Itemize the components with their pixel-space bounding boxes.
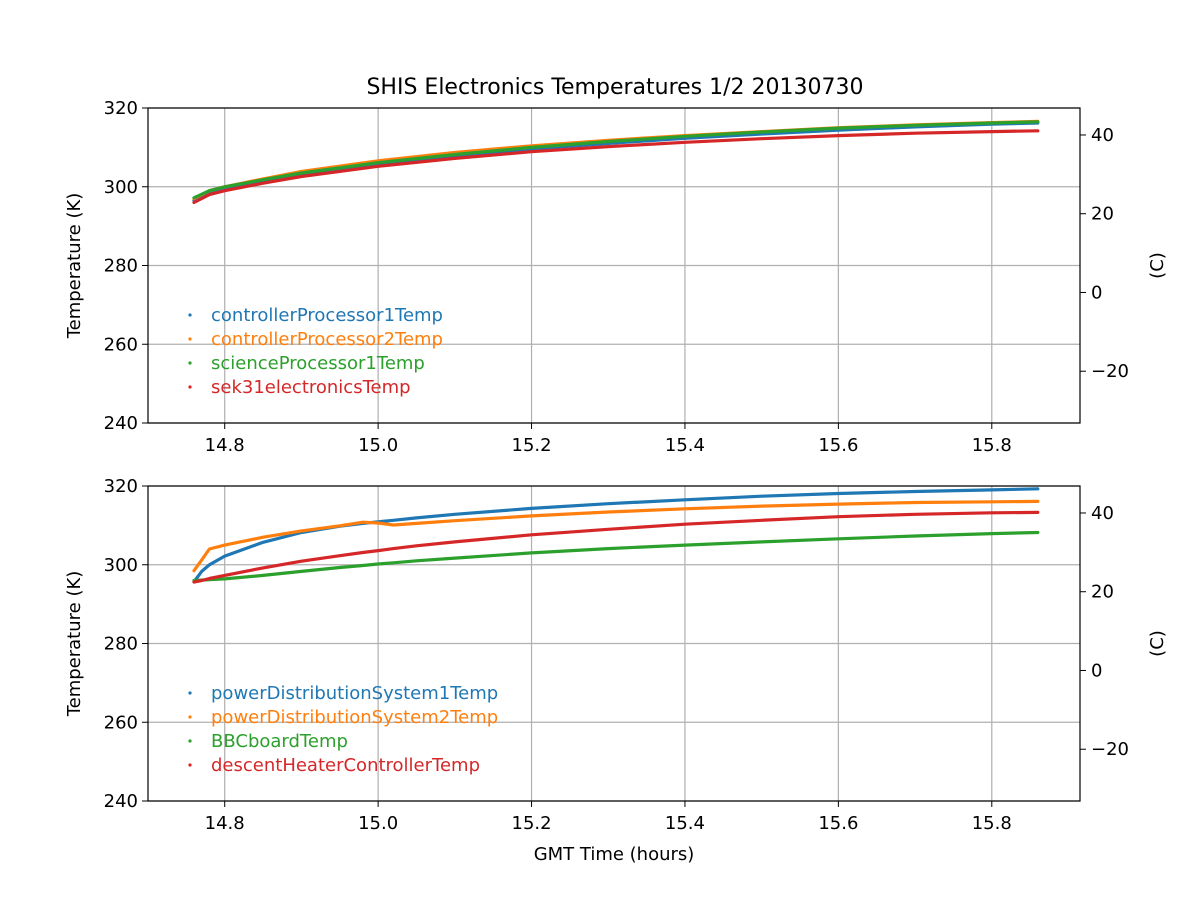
y-axis-ticks: 240 260 280 300 320 — [104, 98, 148, 434]
legend-marker — [188, 313, 192, 317]
right-axis-label: (C) — [1147, 630, 1168, 657]
series-line — [192, 510, 1040, 584]
chart-title: SHIS Electronics Temperatures 1/2 201307… — [366, 75, 863, 100]
legend-marker — [188, 361, 192, 365]
y-tick-label: 280 — [104, 634, 138, 655]
legend-marker — [188, 691, 192, 695]
y-tick-label: 260 — [104, 334, 138, 355]
y-axis-label: Temperature (K) — [64, 571, 85, 718]
right-tick-label: 0 — [1091, 660, 1102, 681]
x-axis-ticks: 14.8 15.0 15.2 15.4 15.6 15.8 — [205, 801, 1012, 834]
y-tick-label: 280 — [104, 256, 138, 277]
legend-marker — [188, 385, 192, 389]
right-tick-label: 0 — [1091, 282, 1102, 303]
right-tick-label: −20 — [1091, 361, 1129, 382]
right-tick-label: 40 — [1091, 125, 1114, 146]
y-tick-label: 300 — [104, 555, 138, 576]
y-axis-ticks: 240 260 280 300 320 — [104, 476, 148, 812]
series-line — [192, 487, 1040, 584]
x-tick-label: 15.8 — [972, 813, 1012, 834]
x-axis-ticks: 14.8 15.0 15.2 15.4 15.6 15.8 — [205, 423, 1012, 456]
right-tick-label: 20 — [1091, 204, 1114, 225]
right-axis-ticks: −20 0 20 40 — [1080, 125, 1129, 382]
series-line — [192, 530, 1040, 583]
legend-marker — [188, 763, 192, 767]
x-tick-label: 14.8 — [205, 435, 245, 456]
legend-label: descentHeaterControllerTemp — [211, 755, 480, 776]
legend-label: controllerProcessor2Temp — [211, 329, 443, 350]
x-tick-label: 15.6 — [818, 435, 858, 456]
right-axis-label: (C) — [1147, 252, 1168, 279]
legend-label: BBCboardTemp — [211, 731, 348, 752]
y-tick-label: 260 — [104, 712, 138, 733]
right-tick-label: −20 — [1091, 739, 1129, 760]
right-axis-ticks: −20 0 20 40 — [1080, 503, 1129, 760]
x-tick-label: 15.4 — [665, 435, 705, 456]
x-tick-label: 15.0 — [358, 435, 398, 456]
y-tick-label: 300 — [104, 177, 138, 198]
legend-marker — [188, 337, 192, 341]
legend: powerDistributionSystem1Temp powerDistrib… — [188, 683, 498, 776]
y-tick-label: 320 — [104, 476, 138, 497]
legend-label: powerDistributionSystem2Temp — [211, 707, 498, 728]
legend-label: controllerProcessor1Temp — [211, 305, 443, 326]
right-tick-label: 40 — [1091, 503, 1114, 524]
x-tick-label: 15.8 — [972, 435, 1012, 456]
x-tick-label: 15.0 — [358, 813, 398, 834]
series-group — [192, 119, 1040, 205]
right-tick-label: 20 — [1091, 582, 1114, 603]
bottom-panel: 14.8 15.0 15.2 15.4 15.6 15.8 240 260 280 300 320… — [64, 476, 1168, 865]
y-axis-label: Temperature (K) — [64, 193, 85, 340]
legend-label: sek31electronicsTemp — [211, 377, 411, 398]
legend-marker — [188, 715, 192, 719]
legend: controllerProcessor1Temp controllerProces… — [188, 305, 443, 398]
y-tick-label: 320 — [104, 98, 138, 119]
series-group — [192, 487, 1040, 584]
series-line — [192, 129, 1040, 205]
y-tick-label: 240 — [104, 791, 138, 812]
y-tick-label: 240 — [104, 413, 138, 434]
x-tick-label: 14.8 — [205, 813, 245, 834]
x-tick-label: 15.6 — [818, 813, 858, 834]
x-axis-label: GMT Time (hours) — [534, 844, 695, 865]
x-tick-label: 15.2 — [512, 813, 552, 834]
series-line — [192, 499, 1040, 573]
top-panel: 14.8 15.0 15.2 15.4 15.6 15.8 240 260 280 300 320… — [64, 98, 1168, 456]
legend-label: powerDistributionSystem1Temp — [211, 683, 498, 704]
x-tick-label: 15.2 — [512, 435, 552, 456]
series-line — [192, 120, 1040, 200]
legend-marker — [188, 739, 192, 743]
legend-label: scienceProcessor1Temp — [211, 353, 425, 374]
x-tick-label: 15.4 — [665, 813, 705, 834]
